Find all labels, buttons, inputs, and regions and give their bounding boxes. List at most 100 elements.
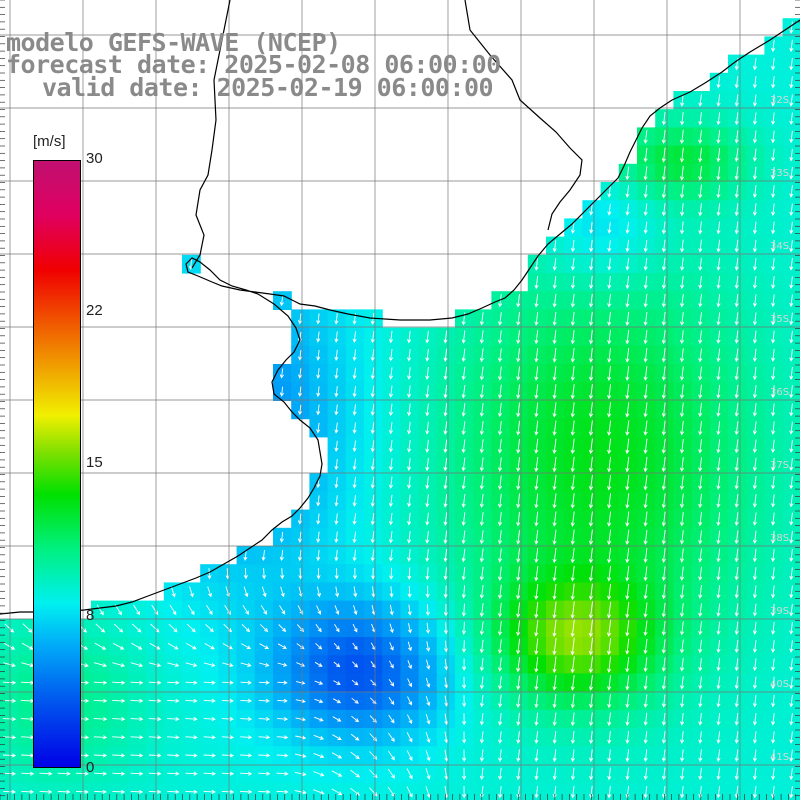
wind-arrow <box>771 512 776 526</box>
wind-arrow <box>316 313 321 325</box>
wind-arrow <box>643 129 648 144</box>
wind-arrow <box>734 457 739 472</box>
wind-arrow <box>479 639 484 654</box>
wind-arrow <box>516 694 521 708</box>
wind-arrow <box>661 129 666 145</box>
wind-arrow <box>3 642 16 650</box>
wind-arrow <box>698 731 703 744</box>
wind-arrow <box>534 675 539 691</box>
wind-arrow <box>789 421 794 435</box>
wind-arrow <box>316 331 321 343</box>
wind-arrow <box>3 662 16 668</box>
wind-arrow <box>698 94 703 107</box>
wind-arrow <box>734 112 739 126</box>
wind-arrow <box>789 476 794 490</box>
wind-arrow <box>426 641 431 652</box>
wind-arrow <box>716 548 721 563</box>
wind-arrow <box>771 439 776 454</box>
wind-arrow <box>771 385 776 399</box>
wind-arrow <box>516 457 521 472</box>
wind-arrow <box>734 276 739 290</box>
wind-arrow <box>607 311 612 327</box>
wind-arrow <box>588 456 594 473</box>
wind-arrow <box>734 548 739 563</box>
wind-arrow <box>661 785 666 799</box>
wind-arrow <box>552 438 557 455</box>
wind-arrow <box>661 493 666 509</box>
wind-arrow <box>752 166 757 180</box>
wind-arrow <box>625 384 630 400</box>
wind-arrow <box>313 771 325 777</box>
wind-arrow <box>716 475 721 490</box>
wind-arrow <box>752 439 757 454</box>
wind-arrow <box>21 771 35 776</box>
wind-arrow <box>679 530 685 545</box>
wind-arrow <box>716 76 721 89</box>
wind-arrow <box>186 623 196 633</box>
wind-arrow <box>789 530 794 544</box>
wind-arrow <box>332 698 342 704</box>
wind-arrow <box>734 294 739 308</box>
wind-arrow <box>224 604 231 615</box>
wind-arrow <box>407 623 412 634</box>
wind-arrow <box>407 660 412 670</box>
wind-arrows <box>2 21 794 799</box>
wind-arrow <box>189 586 194 598</box>
wind-arrow <box>679 129 685 145</box>
wind-arrow <box>771 421 776 435</box>
wind-speed-cell <box>382 782 401 800</box>
wind-arrow <box>150 623 160 633</box>
wind-arrow <box>661 402 666 418</box>
wind-arrow <box>262 568 267 580</box>
wind-arrow <box>771 731 776 744</box>
wind-arrow <box>588 293 594 308</box>
wind-arrow <box>661 602 666 618</box>
wind-arrow <box>516 731 521 744</box>
wind-arrow <box>752 640 757 653</box>
wind-arrow <box>606 638 612 656</box>
wind-arrow <box>207 568 212 580</box>
wind-arrow <box>679 584 685 600</box>
wind-arrow <box>461 567 466 581</box>
wind-arrow <box>661 566 666 582</box>
wind-arrow <box>606 601 612 619</box>
wind-arrow <box>570 785 575 799</box>
wind-arrow <box>643 638 648 655</box>
wind-arrow <box>242 605 250 615</box>
wind-arrow <box>643 712 648 726</box>
wind-arrow <box>407 585 412 598</box>
wind-arrow <box>552 456 557 473</box>
wind-arrow <box>498 749 503 763</box>
wind-arrow <box>388 385 394 398</box>
wind-arrow <box>352 367 357 380</box>
wind-arrow <box>589 767 594 781</box>
wind-arrow <box>258 753 271 758</box>
wind-arrow <box>734 603 739 617</box>
wind-arrow <box>479 767 484 781</box>
wind-arrow <box>752 512 757 526</box>
wind-arrow <box>316 549 321 562</box>
wind-arrow <box>443 494 448 508</box>
wind-arrow <box>479 493 484 509</box>
wind-arrow <box>407 385 412 399</box>
wind-arrow <box>316 531 321 544</box>
wind-arrow <box>516 293 521 308</box>
wind-arrow <box>570 511 575 527</box>
wind-arrow <box>294 790 307 795</box>
wind-arrow <box>371 567 376 580</box>
wind-arrow <box>407 567 412 580</box>
wind-arrow <box>534 456 539 473</box>
wind-arrow <box>334 458 339 471</box>
wind-arrow <box>130 753 144 758</box>
wind-arrow <box>643 275 648 290</box>
wind-arrow <box>479 676 484 690</box>
wind-arrow <box>370 476 375 489</box>
wind-arrow <box>167 698 180 703</box>
wind-arrow <box>570 311 575 327</box>
wind-arrow <box>698 312 703 326</box>
wind-arrow <box>570 565 575 582</box>
wind-arrow <box>370 367 375 380</box>
wind-arrow <box>406 786 413 798</box>
wind-arrow <box>607 275 612 290</box>
wind-arrow <box>203 789 216 794</box>
